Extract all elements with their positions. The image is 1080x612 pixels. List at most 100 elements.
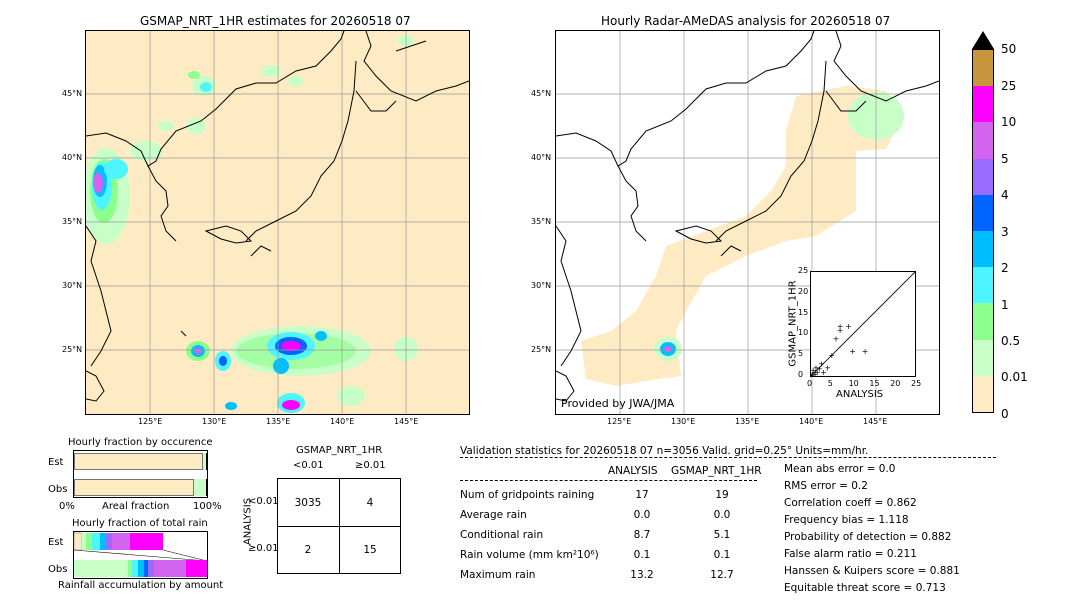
colorbar-segment	[973, 122, 993, 159]
total-rain-link-est	[162, 549, 208, 562]
left-lat-label-35: 35°N	[62, 217, 83, 226]
contingency-row-label-ge: ≥0.01	[248, 543, 279, 554]
validation-row-gsmap: 19	[715, 489, 729, 501]
colorbar-label-1: 1	[1001, 298, 1009, 312]
colorbar-label-0-5: 0.5	[1001, 334, 1021, 348]
colorbar-label-25: 25	[1001, 79, 1017, 93]
scatter-ytick: 0	[798, 370, 804, 379]
left-map-title: GSMAP_NRT_1HR estimates for 20260518 07	[140, 14, 411, 28]
right-map-title: Hourly Radar-AMeDAS analysis for 2026051…	[601, 14, 891, 28]
left-map	[85, 30, 470, 415]
validation-col-gsmap: GSMAP_NRT_1HR	[671, 465, 762, 477]
validation-row-analysis: 8.7	[633, 529, 651, 541]
scatter-xtick: 5	[827, 379, 833, 388]
scatter-point: +	[811, 370, 816, 376]
right-rain-patch-peak	[664, 346, 672, 352]
scatter-inset: + + + + + + + + + + + + + + + + + +	[808, 271, 916, 380]
scatter-point: +	[833, 335, 840, 344]
colorbar-label-10: 10	[1001, 115, 1017, 129]
contingency-cell-miss: 2	[304, 544, 312, 556]
right-lat-label-30: 30°N	[531, 281, 552, 290]
scatter-plot: +++++++++++++ ++ +++	[808, 271, 916, 380]
scatter-point: +	[837, 322, 844, 331]
total-rain-obs-bar	[74, 560, 207, 577]
scatter-point: +	[820, 368, 827, 376]
occurrence-est-light	[203, 453, 206, 470]
left-map-coastline	[86, 31, 469, 402]
scatter-ytick: 20	[798, 286, 809, 296]
scatter-point: +	[837, 326, 844, 335]
colorbar-label-4: 4	[1001, 188, 1009, 202]
colorbar-segment	[973, 86, 993, 123]
left-lat-label-30: 30°N	[62, 281, 83, 290]
scatter-point: +	[824, 364, 831, 373]
contingency-cell-hit-none: 3035	[294, 497, 322, 509]
left-map-canvas	[86, 31, 469, 414]
occurrence-bar-est	[74, 453, 207, 470]
colorbar-segment	[973, 339, 993, 376]
scatter-point: +	[814, 368, 821, 376]
scatter-ytick: 10	[798, 328, 809, 338]
colorbar-label-2: 2	[1001, 261, 1009, 275]
scatter-ytick: 5	[798, 349, 804, 359]
colorbar-label-0: 0	[1001, 407, 1009, 421]
left-lon-label-145: 145°E	[394, 417, 419, 426]
scatter-point: +	[828, 351, 835, 360]
scatter-point: +	[818, 360, 825, 369]
left-lon-label-130: 130°E	[202, 417, 227, 426]
scatter-point: +	[811, 366, 816, 375]
scatter-xtick: 15	[869, 379, 880, 388]
validation-header-rule	[460, 457, 996, 458]
validation-row-analysis: 13.2	[630, 569, 654, 581]
validation-row-label: Conditional rain	[460, 529, 544, 541]
occurrence-bar-obs	[74, 479, 207, 496]
occurrence-obs-none	[74, 479, 194, 496]
scatter-xlabel: ANALYSIS	[836, 389, 884, 400]
colorbar-segment	[973, 194, 993, 231]
occurrence-obs-label: Obs	[48, 484, 68, 495]
occurrence-est-none	[74, 453, 203, 470]
provider-credit: Provided by JWA/JMA	[561, 397, 675, 410]
validation-col-analysis: ANALYSIS	[608, 465, 658, 477]
occurrence-obs-rain	[205, 479, 207, 496]
colorbar-segment	[973, 375, 993, 412]
contingency-row-label-lt: <0.01	[248, 496, 279, 507]
scatter-point: +	[813, 364, 820, 373]
contingency-cell-false-alarm: 4	[366, 497, 374, 509]
contingency-header: GSMAP_NRT_1HR	[296, 445, 383, 456]
total-rain-chart	[73, 531, 208, 579]
right-map-coastline	[556, 31, 939, 402]
colorbar-label-3: 3	[1001, 225, 1009, 239]
scatter-point: +	[812, 370, 819, 376]
colorbar-segment	[973, 303, 993, 340]
total-rain-link-base	[73, 549, 208, 562]
colorbar-segment	[973, 50, 993, 87]
validation-row-gsmap: 5.1	[713, 529, 731, 541]
contingency-col-label-ge: ≥0.01	[355, 460, 386, 471]
contingency-col-label-lt: <0.01	[293, 460, 324, 471]
score-pod: Probability of detection = 0.882	[784, 531, 952, 543]
colorbar	[972, 49, 994, 413]
score-far: False alarm ratio = 0.211	[784, 548, 917, 560]
occurrence-xlabel: Areal fraction	[102, 501, 170, 512]
score-hk: Hanssen & Kuipers score = 0.881	[784, 565, 960, 577]
contingency-table: 3035 4 2 15	[277, 478, 401, 574]
right-coverage-area	[581, 86, 901, 386]
scatter-xtick: 20	[890, 379, 901, 388]
right-lat-label-45: 45°N	[531, 89, 552, 98]
right-lon-label-145: 145°E	[863, 417, 888, 426]
validation-header: Validation statistics for 20260518 07 n=…	[460, 445, 869, 457]
right-lon-label-125: 125°E	[607, 417, 632, 426]
colorbar-extend-arrow	[972, 31, 994, 49]
right-lat-label-40: 40°N	[531, 153, 552, 162]
occurrence-obs-light	[193, 479, 206, 496]
scatter-diagonal	[810, 271, 916, 377]
left-lon-label-140: 140°E	[330, 417, 355, 426]
colorbar-segment	[973, 158, 993, 195]
left-lat-label-40: 40°N	[62, 153, 83, 162]
scatter-ytick: 25	[798, 266, 809, 275]
right-lat-label-35: 35°N	[531, 217, 552, 226]
scatter-point: +	[849, 347, 856, 356]
scatter-ylabel: GSMAP_NRT_1HR	[787, 280, 799, 367]
colorbar-label-5: 5	[1001, 152, 1009, 166]
